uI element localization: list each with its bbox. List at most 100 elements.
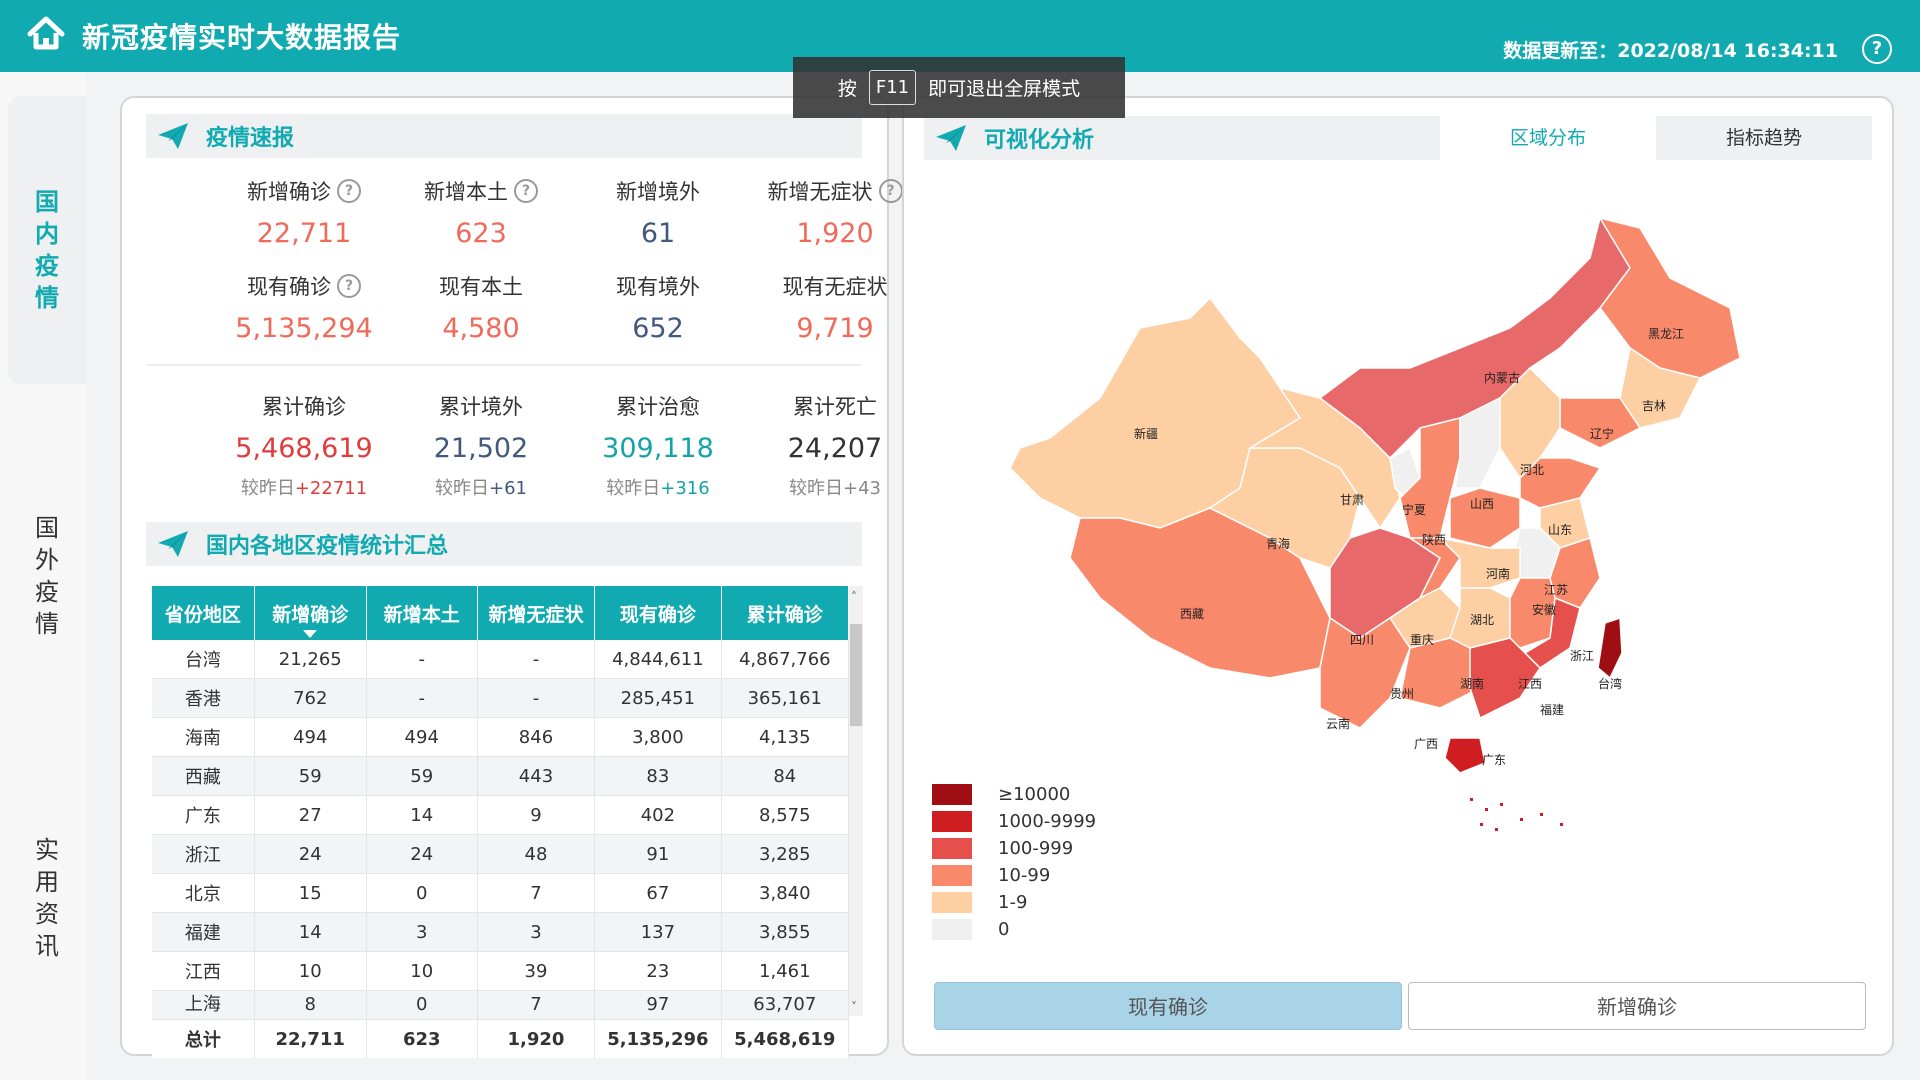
region-shandong[interactable] bbox=[1519, 457, 1602, 509]
left-panel: 疫情速报 新增确诊? 22,711 新增本土? 623 新增境外 61 新增无症… bbox=[120, 96, 903, 1058]
map-label: 浙江 bbox=[1570, 649, 1594, 663]
province-cell: 西藏 bbox=[152, 756, 255, 796]
china-choropleth-map[interactable]: 黑龙江 吉林 辽宁 内蒙古 新疆 甘肃 宁夏 山西 河北 山东 青海 陕西 河南… bbox=[940, 198, 1870, 958]
value-cell: 365,161 bbox=[721, 678, 850, 718]
map-label: 宁夏 bbox=[1402, 502, 1426, 517]
question-icon[interactable]: ? bbox=[514, 179, 538, 203]
province-cell: 北京 bbox=[152, 873, 255, 913]
column-header[interactable]: 累计确诊 bbox=[721, 586, 850, 640]
table-row[interactable]: 北京 15 0 7 67 3,840 bbox=[152, 873, 850, 913]
stat-total-deaths: 累计死亡 24,207 较昨日+43 bbox=[755, 391, 915, 500]
map-label: 重庆 bbox=[1410, 633, 1434, 647]
value-cell: - bbox=[477, 678, 596, 718]
question-icon[interactable]: ? bbox=[337, 179, 361, 203]
column-header-sorted[interactable]: 新增确诊 bbox=[254, 586, 367, 640]
delta-prefix: 较昨日 bbox=[435, 478, 489, 499]
stat-value: 24,207 bbox=[787, 433, 883, 464]
value-cell: 846 bbox=[477, 717, 596, 757]
table-row[interactable]: 香港 762- -285,451 365,161 bbox=[152, 678, 850, 718]
tip-text: 按 bbox=[837, 78, 857, 100]
value-cell: 1,461 bbox=[721, 951, 850, 991]
table-row[interactable]: 台湾 21,265- -4,844,611 4,867,766 bbox=[152, 640, 850, 679]
table-row[interactable]: 西藏 59 59 443 83 84 bbox=[152, 756, 850, 796]
stat-new-asymptomatic: 新增无症状? 1,920 bbox=[755, 176, 915, 249]
map-label: 湖北 bbox=[1470, 612, 1494, 627]
legend-swatch bbox=[932, 784, 972, 805]
legend-item[interactable]: 0 bbox=[932, 919, 1009, 940]
legend-item[interactable]: 1-9 bbox=[932, 892, 1027, 913]
value-cell: 8,575 bbox=[721, 795, 850, 835]
region-hebei[interactable] bbox=[1499, 366, 1561, 480]
province-cell: 台湾 bbox=[152, 640, 255, 679]
stat-value: 61 bbox=[640, 218, 676, 249]
stat-current-imported: 现有境外 652 bbox=[578, 271, 738, 344]
map-label: 新疆 bbox=[1134, 426, 1158, 441]
column-header[interactable]: 省份地区 bbox=[152, 586, 255, 640]
tab-region-distribution[interactable]: 区域分布 bbox=[1440, 116, 1656, 160]
value-cell: 15 bbox=[254, 873, 367, 913]
legend-item[interactable]: 10-99 bbox=[932, 865, 1050, 886]
table-row[interactable]: 广东 27 14 9 402 8,575 bbox=[152, 795, 850, 835]
region-hubei[interactable] bbox=[1437, 536, 1521, 589]
value-cell: - bbox=[366, 678, 478, 718]
map-label: 江西 bbox=[1518, 677, 1542, 691]
map-label: 云南 bbox=[1326, 716, 1350, 731]
table-row[interactable]: 江西 10 10 39 23 1,461 bbox=[152, 951, 850, 991]
stat-value: 5,135,294 bbox=[235, 313, 373, 344]
question-icon[interactable]: ? bbox=[337, 274, 361, 298]
scroll-thumb[interactable] bbox=[850, 624, 862, 726]
stat-label: 新增确诊 bbox=[247, 180, 331, 204]
table-row[interactable]: 福建 14 3 3 137 3,855 bbox=[152, 912, 850, 952]
sort-desc-icon[interactable] bbox=[303, 630, 318, 638]
total-value: 1,920 bbox=[477, 1019, 596, 1058]
value-cell: - bbox=[366, 640, 478, 679]
column-header[interactable]: 新增无症状 bbox=[477, 586, 596, 640]
value-cell: 762 bbox=[254, 678, 367, 718]
sidebar-item-domestic[interactable]: 国内疫情 bbox=[8, 96, 86, 384]
sidebar-item-info[interactable]: 实用资讯 bbox=[8, 834, 86, 962]
stat-value: 1,920 bbox=[796, 218, 874, 249]
legend-label: 100-999 bbox=[998, 838, 1074, 859]
table-scrollbar[interactable]: ˄ ˅ bbox=[849, 586, 863, 1016]
region-taiwan[interactable] bbox=[1597, 616, 1623, 680]
paper-plane-icon bbox=[158, 531, 188, 557]
map-label: 西藏 bbox=[1180, 607, 1204, 621]
region-heilongjiang[interactable] bbox=[1598, 216, 1741, 379]
sidebar-item-label: 国外疫情 bbox=[35, 514, 59, 638]
column-header[interactable]: 新增本土 bbox=[366, 586, 478, 640]
legend-item[interactable]: ≥10000 bbox=[932, 784, 1070, 805]
new-confirmed-button[interactable]: 新增确诊 bbox=[1408, 982, 1866, 1030]
visual-tabs: 区域分布 指标趋势 bbox=[1440, 116, 1872, 160]
sidebar-item-label: 国内疫情 bbox=[35, 188, 59, 312]
total-value: 5,468,619 bbox=[721, 1019, 850, 1058]
region-guangdong[interactable] bbox=[1469, 637, 1541, 720]
map-label: 山西 bbox=[1470, 497, 1494, 511]
table-row[interactable]: 浙江 24 24 48 91 3,285 bbox=[152, 834, 850, 874]
sidebar-item-label: 实用资讯 bbox=[35, 836, 59, 960]
question-icon[interactable]: ? bbox=[878, 179, 903, 203]
legend-item[interactable]: 100-999 bbox=[932, 838, 1073, 859]
scroll-down-icon[interactable]: ˅ bbox=[851, 1000, 857, 1014]
legend-item[interactable]: 1000-9999 bbox=[932, 811, 1096, 832]
column-header[interactable]: 现有确诊 bbox=[594, 586, 722, 640]
region-hainan[interactable] bbox=[1444, 737, 1486, 774]
stat-label: 累计境外 bbox=[439, 395, 523, 419]
tab-indicator-trend[interactable]: 指标趋势 bbox=[1725, 127, 1802, 149]
stat-value: 9,719 bbox=[796, 313, 874, 344]
home-icon[interactable] bbox=[26, 14, 66, 54]
table-row[interactable]: 海南 494 494 846 3,800 4,135 bbox=[152, 717, 850, 757]
total-value: 5,135,296 bbox=[594, 1019, 722, 1058]
value-cell: 4,844,611 bbox=[594, 640, 722, 679]
stat-total-imported: 累计境外 21,502 较昨日+61 bbox=[401, 391, 561, 500]
sidebar-item-international[interactable]: 国外疫情 bbox=[8, 512, 86, 640]
total-value: 623 bbox=[366, 1019, 478, 1058]
map-label: 山东 bbox=[1548, 523, 1572, 537]
value-cell: 3,855 bbox=[721, 912, 850, 952]
help-icon[interactable]: ? bbox=[1862, 34, 1892, 64]
current-confirmed-button[interactable]: 现有确诊 bbox=[934, 982, 1402, 1030]
delta-value: +22711 bbox=[294, 478, 368, 499]
value-cell: 0 bbox=[366, 873, 478, 913]
value-cell: 3,285 bbox=[721, 834, 850, 874]
scroll-up-icon[interactable]: ˄ bbox=[851, 590, 857, 604]
table-row[interactable]: 上海 8 0 7 97 63,707 bbox=[152, 990, 850, 1020]
